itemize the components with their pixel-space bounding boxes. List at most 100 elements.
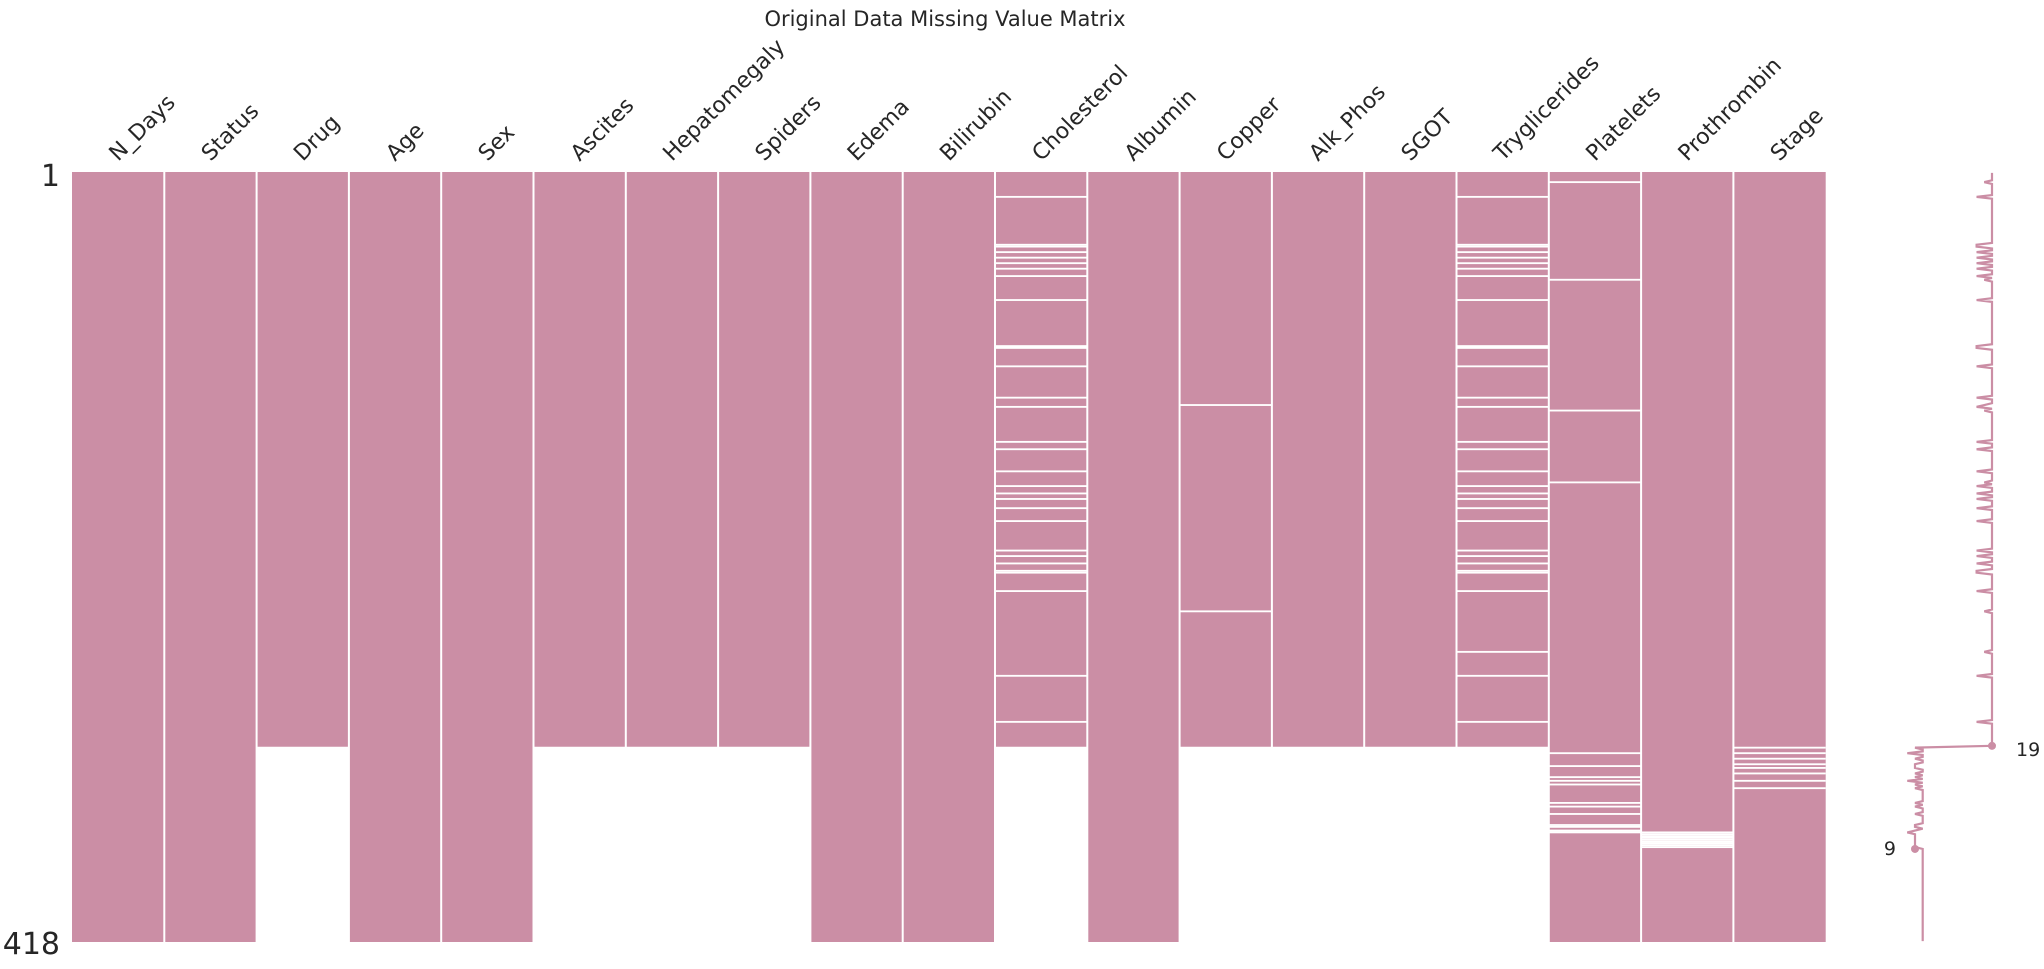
missing-line-cholesterol [995, 570, 1087, 572]
missing-line-tryglicerides [1457, 550, 1549, 552]
missing-line-cholesterol [995, 299, 1087, 301]
missing-line-cholesterol [995, 347, 1087, 349]
present-block-sgot [1364, 172, 1456, 747]
missing-line-tryglicerides [1457, 257, 1549, 259]
column-label-age: Age [382, 118, 430, 166]
missing-line-cholesterol [995, 196, 1087, 198]
missing-line-prothrombin [1641, 837, 1733, 839]
missing-line-cholesterol [995, 244, 1087, 246]
missing-line-prothrombin [1641, 831, 1733, 833]
missing-line-tryglicerides [1457, 675, 1549, 677]
missing-line-prothrombin [1641, 841, 1733, 843]
column-labels: N_Days Status Drug Age Sex Ascites Hepatomegal… [105, 35, 1829, 167]
missing-line-cholesterol [995, 721, 1087, 723]
missing-line-prothrombin [1641, 839, 1733, 841]
missing-line-tryglicerides [1457, 470, 1549, 472]
missing-line-stage [1733, 752, 1825, 754]
missing-line-tryglicerides [1457, 590, 1549, 592]
column-label-sex: Sex [474, 120, 520, 166]
column-label-spiders: Spiders [751, 91, 827, 167]
missing-line-cholesterol [995, 345, 1087, 347]
missing-line-cholesterol [995, 246, 1087, 248]
matrix-area [72, 172, 1826, 942]
column-label-bilirubin: Bilirubin [935, 85, 1017, 167]
missing-line-tryglicerides [1457, 246, 1549, 248]
missing-line-tryglicerides [1457, 345, 1549, 347]
present-block-edema [810, 172, 902, 942]
missing-line-tryglicerides [1457, 244, 1549, 246]
missing-line-prothrombin [1641, 833, 1733, 835]
missing-line-platelets [1549, 784, 1641, 786]
row-end-label: 418 [3, 927, 60, 962]
missing-line-cholesterol [995, 493, 1087, 495]
missing-line-stage [1733, 773, 1825, 775]
missing-line-tryglicerides [1457, 441, 1549, 443]
missing-line-cholesterol [995, 563, 1087, 565]
missing-line-cholesterol [995, 275, 1087, 277]
missing-line-tryglicerides [1457, 507, 1549, 509]
missing-line-platelets [1549, 806, 1641, 808]
present-block-prothrombin [1641, 172, 1733, 942]
column-label-cholesterol: Cholesterol [1028, 61, 1133, 166]
present-block-hepatomegaly [626, 172, 718, 747]
sparkline-path [1907, 173, 1992, 941]
missing-line-cholesterol [995, 448, 1087, 450]
missing-line-tryglicerides [1457, 448, 1549, 450]
missing-line-platelets [1549, 410, 1641, 412]
missing-line-stage [1733, 763, 1825, 765]
present-block-alk_phos [1272, 172, 1364, 747]
present-block-bilirubin [903, 172, 995, 942]
column-label-albumin: Albumin [1120, 85, 1202, 167]
missing-line-tryglicerides [1457, 651, 1549, 653]
missing-line-stage [1733, 747, 1825, 749]
missing-line-stage [1733, 767, 1825, 769]
missing-line-platelets [1549, 780, 1641, 782]
column-label-alk_phos: Alk_Phos [1305, 80, 1391, 166]
missing-line-stage [1733, 787, 1825, 789]
present-block-age [349, 172, 441, 942]
missing-line-stage [1733, 758, 1825, 760]
missing-line-prothrombin [1641, 844, 1733, 846]
missing-line-cholesterol [995, 590, 1087, 592]
missing-line-platelets [1549, 824, 1641, 826]
sparkline-min-marker [1911, 845, 1919, 853]
missing-line-tryglicerides [1457, 262, 1549, 264]
missing-line-platelets [1549, 765, 1641, 767]
missing-line-cholesterol [995, 441, 1087, 443]
present-block-status [164, 172, 256, 942]
present-block-drug [257, 172, 349, 747]
missing-line-cholesterol [995, 365, 1087, 367]
missing-line-tryglicerides [1457, 406, 1549, 408]
present-block-stage [1733, 172, 1825, 942]
column-label-n_days: N_Days [105, 90, 181, 166]
missing-line-cholesterol [995, 397, 1087, 399]
column-label-ascites: Ascites [566, 93, 639, 166]
missing-line-tryglicerides [1457, 347, 1549, 349]
present-block-sex [441, 172, 533, 942]
missing-line-cholesterol [995, 251, 1087, 253]
missing-line-tryglicerides [1457, 570, 1549, 572]
missing-line-tryglicerides [1457, 251, 1549, 253]
missing-line-platelets [1549, 830, 1641, 832]
missing-line-platelets [1549, 776, 1641, 778]
missing-line-platelets [1549, 826, 1641, 828]
missing-line-cholesterol [995, 262, 1087, 264]
missing-line-platelets [1549, 279, 1641, 281]
missing-line-cholesterol [995, 470, 1087, 472]
present-block-ascites [534, 172, 626, 747]
missing-line-cholesterol [995, 520, 1087, 522]
missing-line-cholesterol [995, 257, 1087, 259]
missing-line-tryglicerides [1457, 520, 1549, 522]
missing-line-prothrombin [1641, 846, 1733, 848]
missing-line-tryglicerides [1457, 493, 1549, 495]
present-block-copper [1180, 172, 1272, 747]
missing-line-cholesterol [995, 268, 1087, 270]
missing-line-copper [1180, 610, 1272, 612]
missing-line-tryglicerides [1457, 485, 1549, 487]
missing-line-platelets [1549, 481, 1641, 483]
sparkline-max-label: 19 [2016, 739, 2040, 761]
column-label-sgot: SGOT [1397, 104, 1459, 166]
completeness-sparkline [1907, 173, 1996, 941]
missing-line-tryglicerides [1457, 555, 1549, 557]
sparkline-max-marker [1988, 742, 1996, 750]
